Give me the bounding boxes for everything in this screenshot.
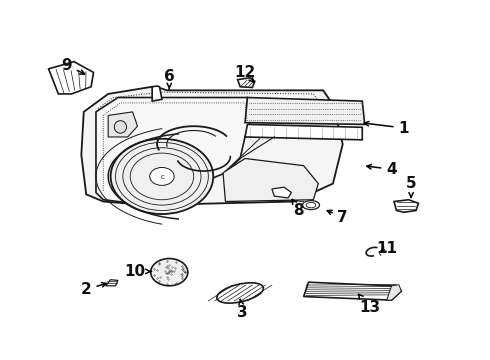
Text: c: c [161, 175, 165, 180]
Text: 13: 13 [358, 294, 380, 315]
Polygon shape [81, 87, 343, 205]
Polygon shape [387, 285, 401, 300]
Polygon shape [272, 187, 292, 198]
Text: 7: 7 [327, 210, 348, 225]
Text: 3: 3 [237, 300, 248, 320]
Polygon shape [49, 62, 94, 94]
Polygon shape [108, 112, 138, 137]
Text: 9: 9 [61, 58, 85, 74]
Polygon shape [245, 98, 365, 125]
Text: 11: 11 [376, 240, 397, 256]
Text: 10: 10 [124, 264, 151, 279]
Ellipse shape [306, 202, 316, 208]
Polygon shape [238, 78, 255, 87]
Polygon shape [96, 98, 250, 205]
Circle shape [151, 258, 188, 286]
Text: 12: 12 [234, 65, 256, 83]
Ellipse shape [114, 121, 126, 133]
Text: 5: 5 [406, 176, 416, 197]
Text: 8: 8 [292, 199, 304, 218]
Polygon shape [223, 158, 318, 202]
Polygon shape [304, 282, 401, 300]
Text: 4: 4 [367, 162, 397, 177]
Polygon shape [394, 200, 418, 212]
Text: 6: 6 [164, 68, 174, 89]
Circle shape [150, 167, 174, 185]
Polygon shape [245, 125, 362, 140]
Polygon shape [106, 280, 118, 286]
Ellipse shape [302, 201, 319, 210]
Text: 2: 2 [81, 282, 106, 297]
Circle shape [111, 139, 213, 214]
Polygon shape [152, 86, 162, 101]
Text: 1: 1 [364, 121, 409, 135]
Ellipse shape [217, 283, 264, 303]
